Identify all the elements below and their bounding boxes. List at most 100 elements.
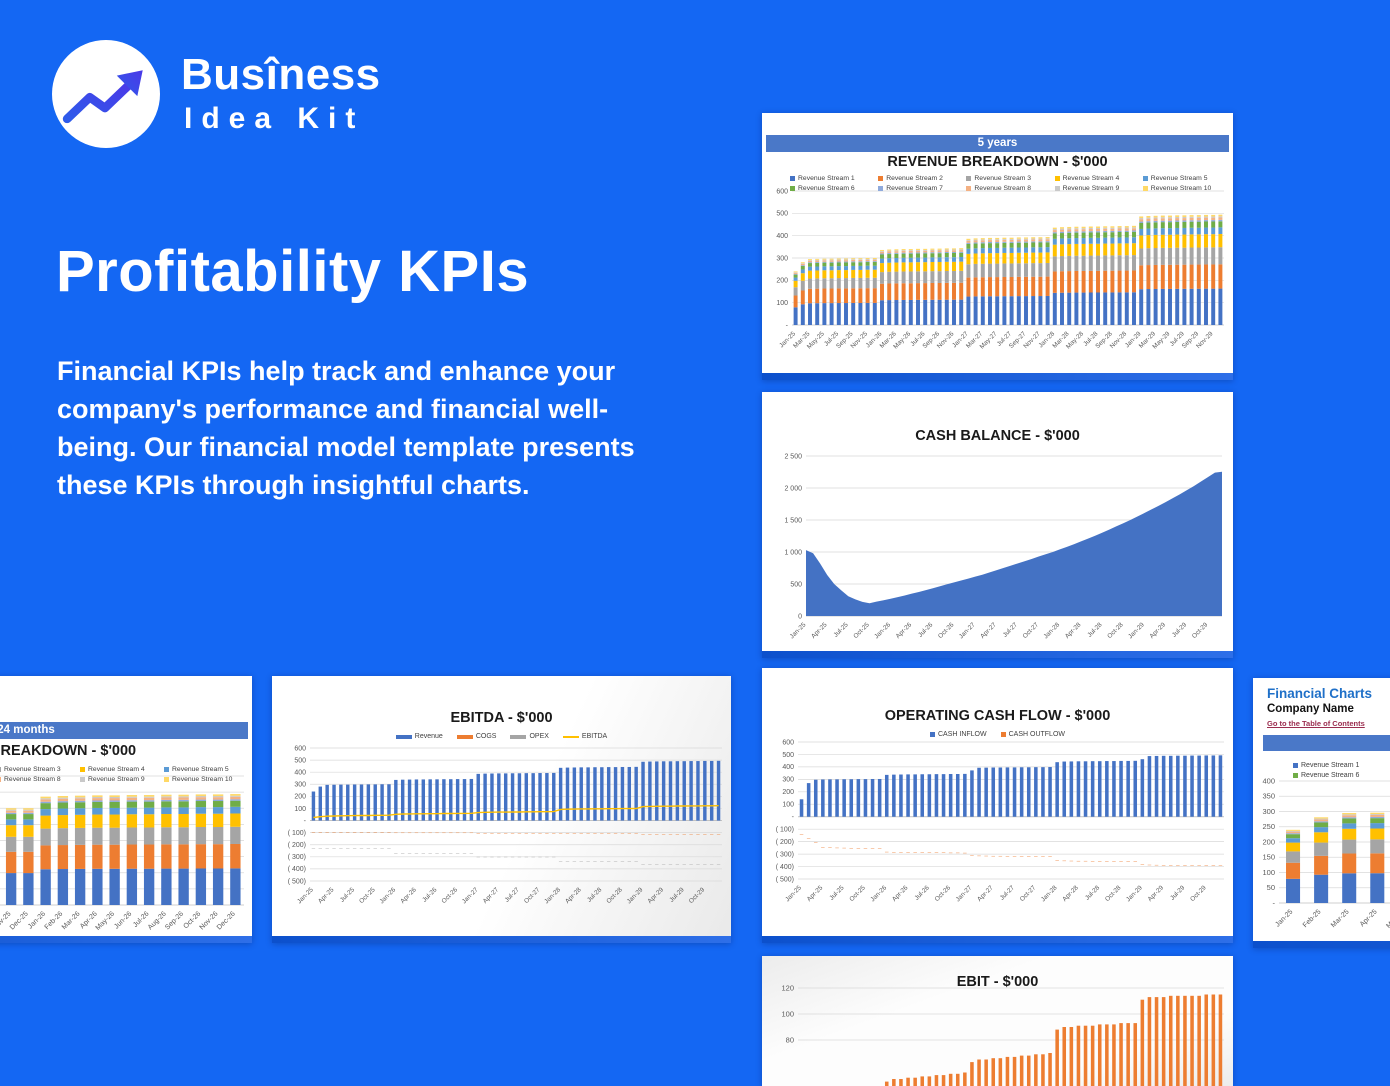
svg-text:Feb-25: Feb-25 <box>1302 908 1323 929</box>
svg-text:-: - <box>1273 898 1276 907</box>
svg-text:Jan-27: Jan-27 <box>958 621 977 640</box>
legend-swatch <box>1293 763 1298 768</box>
sheet-title: Financial Charts <box>1267 686 1372 701</box>
legend-item: Revenue Stream 1 <box>1293 762 1359 769</box>
svg-text:Jul-26: Jul-26 <box>421 886 439 904</box>
svg-text:May-26: May-26 <box>95 910 117 932</box>
svg-text:Oct-28: Oct-28 <box>605 886 624 905</box>
legend-swatch <box>1143 176 1148 181</box>
svg-text:Jul-29: Jul-29 <box>668 886 686 904</box>
svg-text:250: 250 <box>1262 822 1275 831</box>
svg-text:-: - <box>792 814 795 821</box>
svg-text:Apr-26: Apr-26 <box>399 886 418 905</box>
svg-text:Oct-27: Oct-27 <box>523 886 542 905</box>
chart-title: EBITDA - $'000 <box>272 710 731 726</box>
svg-text:150: 150 <box>1262 853 1275 862</box>
svg-text:Jan-25: Jan-25 <box>789 621 808 640</box>
svg-text:( 400): ( 400) <box>776 864 794 871</box>
card-footer-strip <box>0 936 252 943</box>
legend-swatch <box>164 767 169 772</box>
svg-text:Oct-26: Oct-26 <box>441 886 460 905</box>
legend-swatch <box>80 767 85 772</box>
svg-text:350: 350 <box>1262 792 1275 801</box>
period-banner: 24 months <box>0 722 248 739</box>
legend-item: Revenue <box>396 733 443 740</box>
chart-title: OPERATING CASH FLOW - $'000 <box>762 708 1233 724</box>
svg-text:300: 300 <box>782 777 794 784</box>
svg-text:Jul-28: Jul-28 <box>1084 884 1102 902</box>
svg-text:300: 300 <box>294 782 306 789</box>
svg-text:400: 400 <box>782 764 794 771</box>
chart-title: REVENUE BREAKDOWN - $'000 <box>0 743 252 759</box>
svg-text:Mar-25: Mar-25 <box>1330 908 1351 929</box>
svg-text:Jan-29: Jan-29 <box>1127 621 1146 640</box>
svg-text:Apr-27: Apr-27 <box>482 886 501 905</box>
svg-text:Apr-26: Apr-26 <box>891 884 910 903</box>
legend-swatch <box>1055 186 1060 191</box>
svg-text:Oct-25: Oct-25 <box>358 886 377 905</box>
svg-text:Dec-25: Dec-25 <box>9 910 30 931</box>
svg-text:Oct-28: Oct-28 <box>1106 621 1125 640</box>
svg-text:( 100): ( 100) <box>776 826 794 833</box>
svg-text:500: 500 <box>294 757 306 764</box>
svg-text:400: 400 <box>294 769 306 776</box>
svg-text:400: 400 <box>776 233 788 240</box>
svg-text:Jul-26: Jul-26 <box>914 884 932 902</box>
svg-text:( 100): ( 100) <box>288 830 306 837</box>
svg-text:Apr-25: Apr-25 <box>317 886 336 905</box>
chart-title: REVENUE BREAKDOWN - $'000 <box>762 154 1233 170</box>
svg-text:Jul-27: Jul-27 <box>504 886 522 904</box>
legend-swatch <box>1001 732 1006 737</box>
table-of-contents-link[interactable]: Go to the Table of Contents <box>1267 719 1365 728</box>
svg-text:100: 100 <box>1262 868 1275 877</box>
page-title: Profitability KPIs <box>56 238 529 305</box>
svg-text:-: - <box>786 322 789 329</box>
svg-text:Jul-25: Jul-25 <box>832 621 850 639</box>
legend-swatch <box>1293 773 1298 778</box>
svg-text:Oct-29: Oct-29 <box>1189 884 1208 903</box>
legend-item: CASH INFLOW <box>930 731 987 738</box>
svg-text:Oct-29: Oct-29 <box>688 886 707 905</box>
revenue-breakdown-24m-card: 40035030025020015010050-Jan-25Feb-25Mar-… <box>0 676 252 943</box>
svg-text:Jan-25: Jan-25 <box>1274 908 1294 928</box>
svg-text:( 300): ( 300) <box>776 851 794 858</box>
svg-text:( 300): ( 300) <box>288 854 306 861</box>
legend-swatch <box>1143 186 1148 191</box>
svg-text:0: 0 <box>798 613 802 620</box>
card-footer-strip <box>762 936 1233 943</box>
svg-text:Oct-26: Oct-26 <box>937 621 956 640</box>
company-name: Company Name <box>1267 703 1354 715</box>
svg-text:Jul-29: Jul-29 <box>1169 884 1187 902</box>
legend-item: Revenue Stream 4 <box>80 766 145 773</box>
svg-text:200: 200 <box>776 278 788 285</box>
legend-item: Revenue Stream 2 <box>878 175 943 182</box>
svg-text:300: 300 <box>1262 807 1275 816</box>
legend-item: Revenue Stream 3 <box>0 766 61 773</box>
svg-text:600: 600 <box>776 188 788 195</box>
svg-text:500: 500 <box>776 211 788 218</box>
legend-swatch <box>563 736 579 738</box>
chart-title: CASH BALANCE - $'000 <box>762 428 1233 444</box>
svg-text:( 200): ( 200) <box>776 839 794 846</box>
legend-item: Revenue Stream 5 <box>1143 175 1208 182</box>
legend-swatch <box>966 186 971 191</box>
svg-text:Oct-27: Oct-27 <box>1019 884 1038 903</box>
period-banner <box>1263 735 1390 751</box>
svg-text:Jan-28: Jan-28 <box>1040 884 1059 903</box>
svg-text:Jan-25: Jan-25 <box>296 886 315 905</box>
svg-text:100: 100 <box>776 300 788 307</box>
svg-text:200: 200 <box>782 789 794 796</box>
legend-swatch <box>1055 176 1060 181</box>
card-footer-strip <box>1253 941 1390 948</box>
svg-text:Apr-25: Apr-25 <box>810 621 829 640</box>
svg-text:1 000: 1 000 <box>784 549 802 556</box>
svg-text:200: 200 <box>294 794 306 801</box>
svg-text:Jul-25: Jul-25 <box>828 884 846 902</box>
